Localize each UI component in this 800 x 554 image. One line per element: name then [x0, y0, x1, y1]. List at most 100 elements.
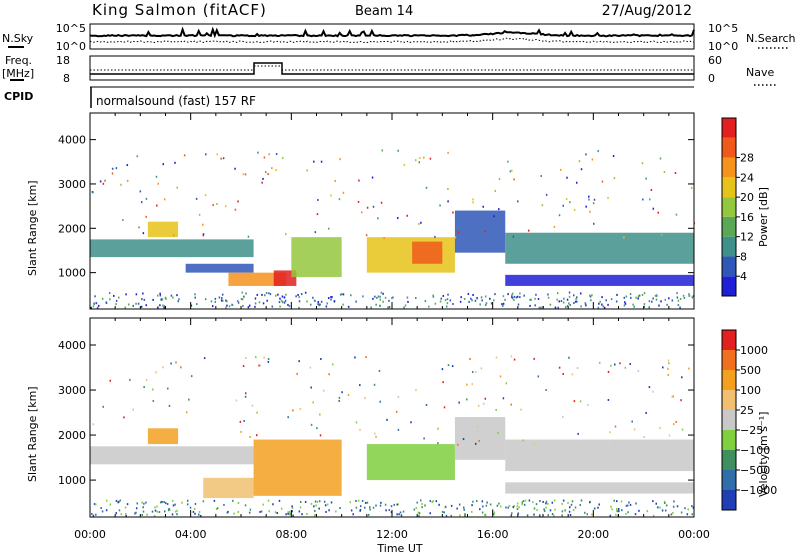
power-noise-pixel	[507, 293, 509, 296]
power-noise-pixel	[392, 296, 394, 299]
velocity-scatter-pixel	[185, 411, 188, 414]
velocity-noise-pixel	[165, 502, 167, 505]
velocity-noise-pixel	[91, 512, 93, 515]
velocity-scatter-pixel	[458, 401, 460, 404]
velocity-noise-pixel	[237, 501, 240, 504]
power-noise-pixel	[516, 295, 519, 298]
velocity-scatter-pixel	[364, 397, 366, 400]
power-noise-pixel	[178, 298, 180, 301]
velocity-noise-pixel	[194, 502, 197, 505]
power-noise-pixel	[226, 300, 228, 303]
power-colorbar-swatch	[722, 118, 736, 138]
power-noise-pixel	[164, 296, 167, 299]
power-noise-pixel	[666, 303, 668, 306]
power-noise-pixel	[256, 293, 259, 296]
power-scatter-pixel	[415, 159, 417, 162]
velocity-scatter-pixel	[631, 420, 633, 423]
velocity-scatter-pixel	[477, 404, 480, 407]
power-scatter-pixel	[425, 186, 428, 189]
freq-trace	[90, 62, 694, 75]
velocity-noise-pixel	[318, 507, 320, 510]
power-colorbar-swatch	[722, 236, 736, 257]
velocity-scatter-pixel	[443, 406, 446, 409]
velocity-noise-pixel	[589, 501, 591, 504]
velocity-noise-pixel	[545, 502, 547, 505]
velocity-noise-pixel	[646, 510, 649, 513]
cpid-label: CPID	[4, 90, 33, 103]
velocity-noise-pixel	[244, 504, 247, 507]
power-scatter-pixel	[498, 178, 501, 181]
power-scatter-pixel	[613, 177, 616, 180]
velocity-noise-pixel	[574, 506, 577, 509]
velocity-noise-pixel	[105, 499, 108, 502]
power-colorbar-label: 20	[740, 191, 754, 204]
power-scatter-pixel	[267, 173, 269, 176]
nsky-label: N.Sky	[2, 32, 34, 45]
velocity-scatter-pixel	[633, 428, 636, 431]
velocity-scatter-pixel	[263, 356, 265, 359]
velocity-noise-pixel	[572, 508, 575, 511]
velocity-noise-pixel	[364, 501, 367, 504]
velocity-noise-pixel	[189, 506, 192, 509]
power-noise-pixel	[341, 293, 343, 296]
velocity-noise-pixel	[676, 505, 679, 508]
velocity-noise-pixel	[625, 512, 627, 515]
power-scatter-pixel	[406, 214, 408, 217]
power-noise-pixel	[295, 295, 297, 298]
power-noise-pixel	[648, 306, 650, 309]
power-noise-pixel	[287, 303, 289, 306]
velocity-noise-pixel	[330, 501, 333, 504]
velocity-noise-pixel	[569, 506, 571, 509]
power-noise-pixel	[248, 304, 251, 307]
velocity-noise-pixel	[396, 513, 398, 516]
velocity-noise-pixel	[561, 514, 563, 517]
power-noise-pixel	[616, 293, 618, 296]
velocity-scatter-pixel	[457, 443, 459, 446]
power-noise-pixel	[101, 297, 104, 300]
xtick-label: 04:00	[175, 528, 207, 541]
power-colorbar-swatch	[722, 197, 736, 217]
velocity-scatter-pixel	[310, 386, 312, 389]
power-noise-pixel	[501, 303, 503, 306]
power-scatter-pixel	[507, 160, 509, 163]
velocity-region-5	[454, 417, 506, 460]
velocity-scatter-pixel	[244, 392, 247, 395]
power-colorbar-label: 12	[740, 231, 754, 244]
power-noise-pixel	[576, 296, 578, 299]
velocity-noise-pixel	[306, 513, 308, 516]
power-scatter-pixel	[396, 217, 399, 220]
power-scatter-pixel	[540, 175, 542, 178]
velocity-noise-pixel	[500, 505, 502, 508]
velocity-noise-pixel	[350, 509, 353, 512]
velocity-scatter-pixel	[373, 432, 376, 435]
power-noise-pixel	[442, 294, 445, 297]
velocity-ytick-label: 2000	[58, 429, 86, 442]
velocity-scatter-pixel	[447, 364, 450, 367]
velocity-noise-pixel	[435, 500, 438, 503]
nave-label: Nave	[746, 66, 774, 79]
velocity-noise-pixel	[315, 504, 317, 507]
velocity-noise-pixel	[328, 509, 330, 512]
power-scatter-pixel	[597, 150, 599, 153]
velocity-noise-pixel	[285, 513, 287, 516]
power-scatter-pixel	[418, 161, 421, 164]
velocity-scatter-pixel	[338, 399, 340, 402]
power-scatter-pixel	[589, 210, 591, 213]
power-scatter-pixel	[588, 198, 590, 201]
velocity-noise-pixel	[287, 511, 289, 514]
power-noise-pixel	[162, 304, 164, 307]
power-noise-pixel	[254, 305, 256, 308]
velocity-scatter-pixel	[558, 366, 561, 369]
velocity-noise-pixel	[313, 514, 316, 517]
velocity-noise-pixel	[120, 513, 123, 516]
power-noise-pixel	[519, 296, 521, 299]
power-noise-pixel	[262, 302, 265, 305]
power-noise-pixel	[554, 306, 557, 309]
power-scatter-pixel	[263, 156, 266, 159]
power-colorbar-frame	[721, 117, 737, 297]
power-noise-pixel	[444, 299, 447, 302]
power-noise-pixel	[177, 300, 180, 303]
velocity-region-3	[253, 439, 342, 496]
power-noise-pixel	[447, 293, 449, 296]
power-noise-pixel	[658, 304, 660, 307]
